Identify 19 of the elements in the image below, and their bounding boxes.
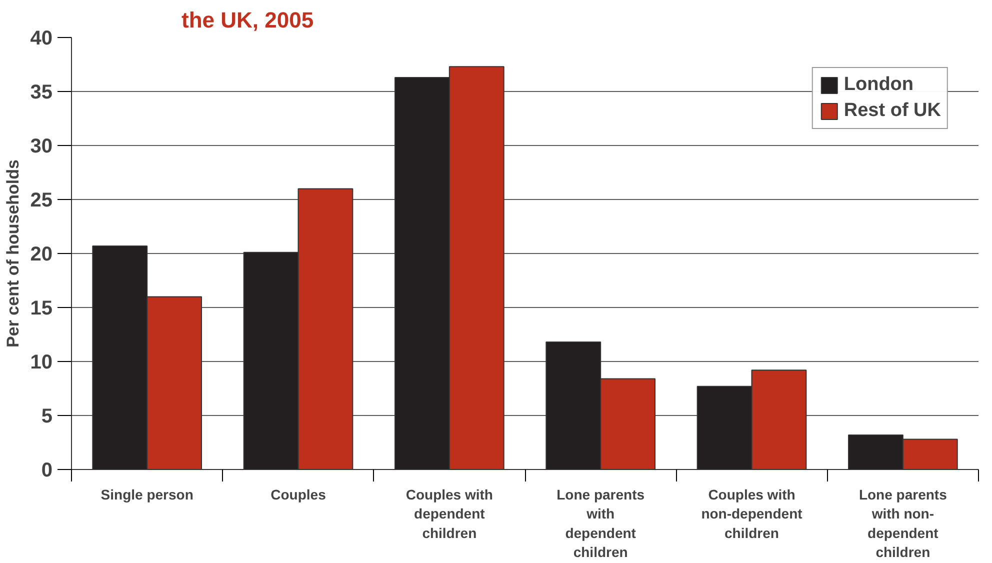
x-tick-label: Couples with non-dependent children	[701, 486, 803, 541]
y-tick-label: 35	[30, 82, 53, 104]
y-tick-label: 20	[30, 244, 53, 266]
legend-label: Rest of UK	[844, 100, 941, 122]
y-tick-label: 40	[30, 28, 53, 50]
x-tick-label: Couples	[270, 486, 326, 502]
x-tick-label: Couples with dependent children	[406, 486, 493, 541]
x-tick-label: Lone parents with dependent children	[556, 486, 645, 560]
y-tick-label: 15	[30, 298, 53, 320]
y-tick-label: 0	[41, 460, 52, 482]
y-tick-label: 5	[41, 406, 52, 428]
legend-label: London	[844, 74, 914, 96]
y-tick-label: 25	[30, 190, 53, 212]
y-tick-label: 30	[30, 136, 53, 158]
y-tick-label: 10	[30, 352, 53, 374]
x-tick-label: Single person	[100, 486, 194, 502]
y-axis-title: Per cent of households	[3, 160, 22, 348]
x-tick-label: Lone parents with non- dependent children	[858, 486, 948, 560]
chart-title: the UK, 2005	[182, 8, 314, 32]
